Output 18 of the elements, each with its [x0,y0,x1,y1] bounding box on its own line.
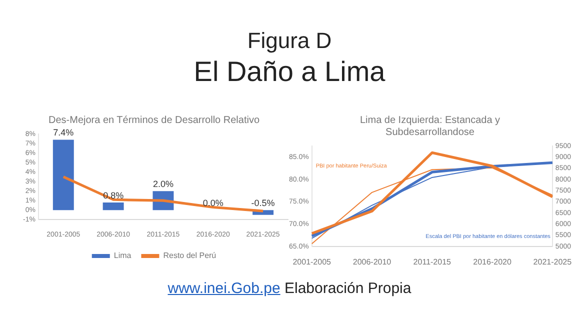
legend-label: Lima [114,251,132,260]
x-tick-label: 2006-2010 [352,257,392,266]
x-tick-label: 2001-2005 [292,257,332,266]
data-label: 0.8% [103,190,124,200]
chart-title: Des-Mejora en Términos de Desarrollo Relativo [48,114,260,126]
x-tick-label: 2016-2020 [473,257,512,266]
text: www.inei.Gob.pe [168,280,280,297]
data-label: 0.0% [202,198,224,208]
text: El Daño a Lima [192,56,386,88]
text: Figura D [246,28,333,54]
x-tick-label: 2021-2025 [533,257,572,266]
data-label: 2.0% [152,179,174,190]
text: Elaboración Propia [283,280,412,297]
x-tick-label: 2011-2015 [413,257,452,266]
data-label: 7.4% [53,128,74,138]
legend-label: Resto del Perú [163,251,216,260]
chart-title: Lima de Izquierda: Estancada y Subdesarrollandose [360,114,500,138]
data-label: -0.5% [251,198,275,208]
